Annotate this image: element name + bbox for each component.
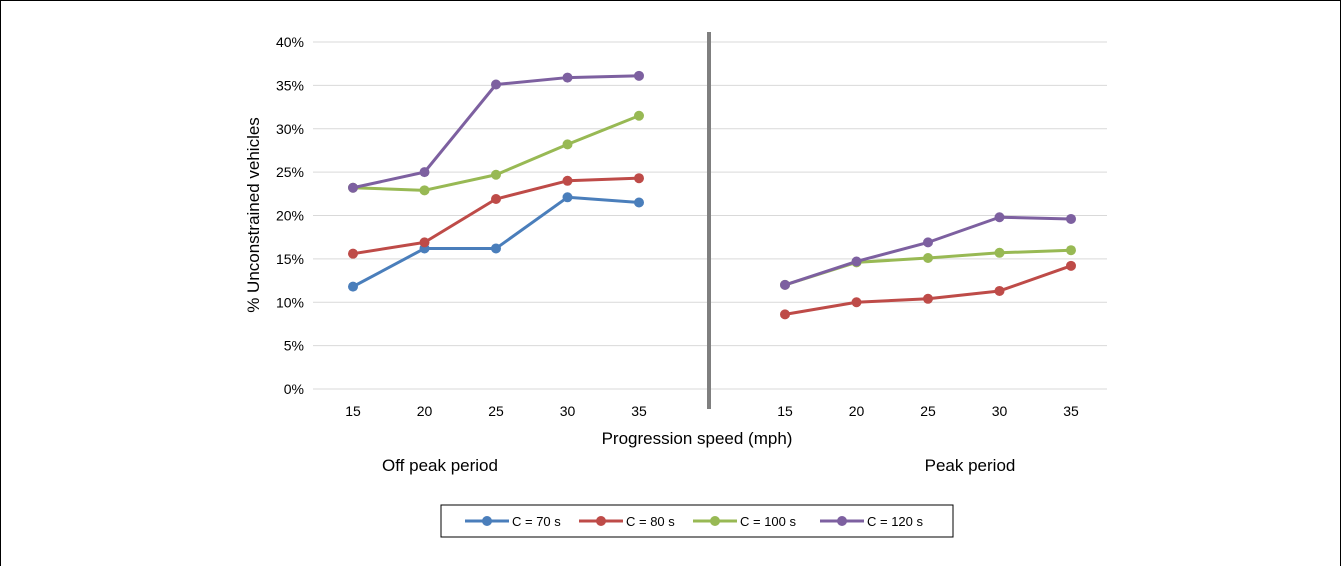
data-point: [419, 185, 430, 196]
data-point: [780, 309, 790, 320]
legend-marker: [596, 516, 606, 526]
x-tick-label: 25: [488, 403, 504, 419]
data-point: [923, 253, 933, 264]
x-tick-label: 15: [777, 403, 793, 419]
legend-marker: [710, 516, 720, 526]
data-point: [994, 247, 1005, 258]
y-axis-title: % Unconstrained vehicles: [244, 117, 263, 313]
data-point: [419, 167, 430, 178]
legend-label: C = 70 s: [512, 514, 561, 529]
data-point: [634, 197, 644, 208]
data-point: [780, 279, 790, 290]
data-point: [348, 182, 358, 193]
x-tick-label: 35: [1063, 403, 1079, 419]
data-point: [851, 256, 862, 267]
x-tick-label: 30: [992, 403, 1008, 419]
x-tick-label: 20: [849, 403, 865, 419]
data-point: [634, 173, 644, 184]
y-tick-label: 25%: [276, 164, 304, 180]
data-point: [419, 237, 430, 248]
series-lines: [348, 70, 1076, 320]
y-tick-label: 0%: [284, 381, 304, 397]
group-label-off-peak: Off peak period: [382, 456, 498, 475]
x-axis-title: Progression speed (mph): [602, 429, 793, 448]
data-point: [491, 79, 501, 90]
data-point: [491, 169, 501, 180]
legend-marker: [837, 516, 847, 526]
data-point: [994, 212, 1005, 223]
legend: C = 70 s C = 80 s C = 100 s C = 120 s: [440, 504, 954, 538]
data-point: [634, 70, 644, 81]
data-point: [562, 139, 573, 150]
x-tick-label: 15: [345, 403, 361, 419]
y-tick-label: 10%: [276, 294, 304, 310]
data-point: [923, 293, 933, 304]
data-point: [491, 194, 501, 205]
data-point: [348, 248, 358, 259]
data-point: [1066, 213, 1076, 224]
series-line: [352, 195, 640, 288]
legend-label: C = 80 s: [626, 514, 675, 529]
legend-label: C = 120 s: [867, 514, 924, 529]
data-point: [1066, 260, 1076, 271]
data-point: [348, 281, 358, 292]
y-tick-label: 15%: [276, 251, 304, 267]
y-tick-labels: 0% 5% 10% 15% 20% 25% 30% 35% 40%: [276, 34, 304, 397]
legend-label: C = 100 s: [740, 514, 797, 529]
x-tick-label: 25: [920, 403, 936, 419]
x-tick-labels: 15 20 25 30 35 15 20 25 30 35: [345, 403, 1079, 419]
data-point: [634, 110, 644, 121]
y-tick-label: 30%: [276, 121, 304, 137]
series-line: [784, 264, 1072, 316]
y-tick-label: 35%: [276, 77, 304, 93]
data-point: [562, 72, 573, 83]
x-tick-label: 35: [631, 403, 647, 419]
data-point: [1066, 245, 1076, 256]
data-point: [923, 237, 933, 248]
y-tick-label: 20%: [276, 208, 304, 224]
data-point: [562, 192, 573, 203]
y-tick-label: 5%: [284, 338, 304, 354]
x-tick-label: 30: [560, 403, 576, 419]
x-tick-label: 20: [417, 403, 433, 419]
data-point: [491, 243, 501, 254]
data-point: [994, 285, 1005, 296]
data-point: [851, 297, 862, 308]
legend-marker: [482, 516, 492, 526]
data-point: [562, 175, 573, 186]
group-label-peak: Peak period: [925, 456, 1016, 475]
group-divider: [707, 32, 711, 409]
y-tick-label: 40%: [276, 34, 304, 50]
